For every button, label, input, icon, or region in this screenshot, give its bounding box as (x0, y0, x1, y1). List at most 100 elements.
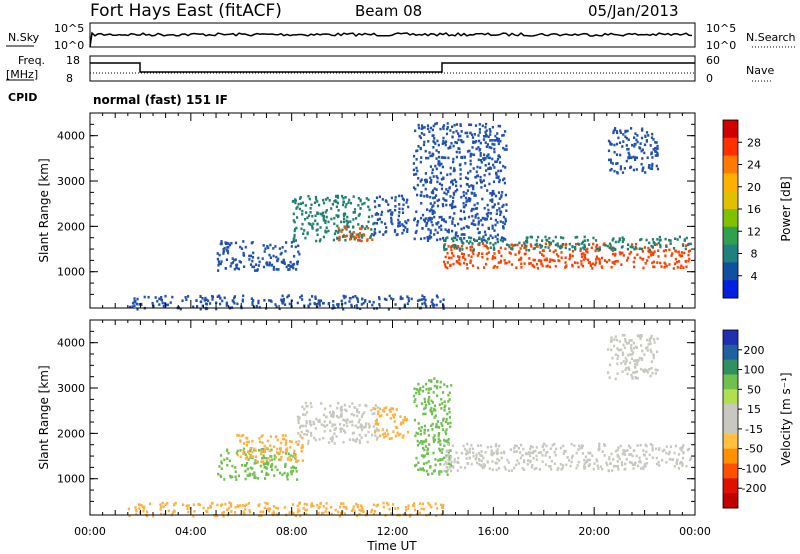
power-echo-cell (441, 218, 444, 222)
velocity-echo-cell (296, 504, 299, 508)
velocity-echo-cell (679, 447, 682, 450)
power-echo-cell (342, 294, 345, 298)
velocity-echo-cell (274, 435, 277, 439)
power-echo-cell (367, 198, 370, 202)
power-echo-cell (336, 201, 339, 205)
velocity-echo-cell (333, 432, 336, 435)
velocity-echo-cell (639, 443, 642, 447)
power-echo-cell (195, 299, 198, 302)
power-echo-cell (455, 238, 458, 242)
power-echo-cell (328, 199, 331, 202)
velocity-echo-cell (265, 446, 268, 450)
power-echo-cell (268, 299, 271, 302)
power-echo-cell (378, 230, 381, 234)
power-echo-cell (348, 230, 351, 234)
velocity-echo-cell (381, 433, 384, 436)
freq-trace (90, 62, 695, 73)
velocity-echo-cell (236, 433, 239, 437)
velocity-echo-cell (630, 453, 633, 456)
power-echo-cell (383, 297, 386, 301)
velocity-echo-cell (641, 349, 644, 353)
power-echo-cell (479, 179, 482, 182)
velocity-echo-cell (255, 455, 258, 458)
velocity-echo-cell (319, 501, 322, 505)
velocity-echo-cell (656, 337, 659, 340)
velocity-echo-cell (681, 462, 684, 466)
power-echo-cell (368, 300, 371, 303)
power-echo-cell (488, 172, 491, 176)
power-echo-cell (344, 235, 347, 238)
velocity-echo-cell (529, 460, 532, 464)
power-echo-cell (483, 135, 486, 138)
velocity-echo-cell (650, 334, 653, 338)
power-echo-cell (314, 214, 317, 217)
velocity-echo-cell (446, 385, 449, 388)
velocity-echo-cell (404, 418, 407, 422)
power-echo-cell (486, 215, 489, 218)
power-echo-cell (496, 233, 499, 237)
power-echo-cell (290, 241, 293, 244)
velocity-echo-cell (289, 458, 292, 462)
velocity-echo-cell (624, 338, 627, 341)
velocity-echo-cell (586, 458, 589, 462)
power-echo-cell (477, 231, 480, 235)
velocity-echo-cell (415, 404, 418, 408)
power-echo-cell (430, 217, 433, 220)
power-echo-cell (399, 297, 402, 301)
velocity-echo-cell (444, 439, 447, 443)
velocity-echo-cell (542, 442, 545, 446)
power-echo-cell (439, 171, 442, 175)
velocity-echo-cell (496, 451, 499, 455)
power-echo-cell (492, 248, 495, 251)
power-echo-cell (500, 194, 503, 197)
power-echo-cell (441, 165, 444, 169)
velocity-echo-cell (276, 447, 279, 451)
power-echo-cell (479, 166, 482, 169)
velocity-echo-cell (292, 511, 295, 515)
velocity-echo-cell (468, 456, 471, 460)
power-echo-cell (401, 223, 404, 226)
velocity-echo-cell (544, 463, 548, 467)
velocity-echo-cell (643, 353, 646, 356)
power-echo-cell (477, 223, 480, 226)
velocity-echo-cell (297, 459, 300, 463)
power-echo-cell (608, 246, 611, 249)
power-echo-cell (376, 218, 379, 221)
power-echo-cell (503, 177, 506, 180)
power-echo-cell (327, 302, 330, 306)
power-echo-cell (319, 299, 323, 302)
velocity-echo-cell (623, 334, 626, 337)
velocity-echo-cell (568, 459, 571, 462)
power-echo-cell (507, 243, 510, 247)
velocity-echo-cell (587, 451, 590, 455)
velocity-echo-cell (421, 389, 425, 393)
power-echo-cell (288, 264, 291, 267)
velocity-colorbar-swatch (723, 330, 738, 346)
power-echo-cell (654, 147, 657, 150)
power-echo-cell (231, 299, 234, 302)
power-echo-cell (360, 233, 363, 237)
velocity-echo-cell (350, 413, 353, 416)
power-echo-cell (371, 238, 374, 241)
power-echo-cell (633, 265, 636, 269)
power-echo-cell (378, 303, 381, 306)
velocity-ytick-label: 2000 (57, 427, 85, 440)
velocity-echo-cell (654, 368, 657, 372)
power-echo-cell (402, 203, 405, 207)
power-echo-cell (425, 156, 428, 160)
velocity-echo-cell (359, 423, 363, 426)
power-echo-cell (659, 261, 662, 265)
power-echo-cell (284, 303, 287, 306)
power-echo-cell (446, 127, 449, 131)
power-echo-cell (448, 146, 451, 149)
power-echo-cell (460, 252, 464, 255)
velocity-echo-cell (638, 356, 641, 360)
velocity-echo-cell (634, 371, 637, 374)
velocity-echo-cell (304, 424, 307, 428)
velocity-echo-cell (227, 507, 230, 510)
power-echo-cell (470, 191, 473, 195)
velocity-echo-cell (425, 388, 428, 391)
power-echo-cell (641, 258, 644, 261)
power-echo-cell (474, 124, 478, 127)
power-echo-cell (583, 253, 587, 257)
